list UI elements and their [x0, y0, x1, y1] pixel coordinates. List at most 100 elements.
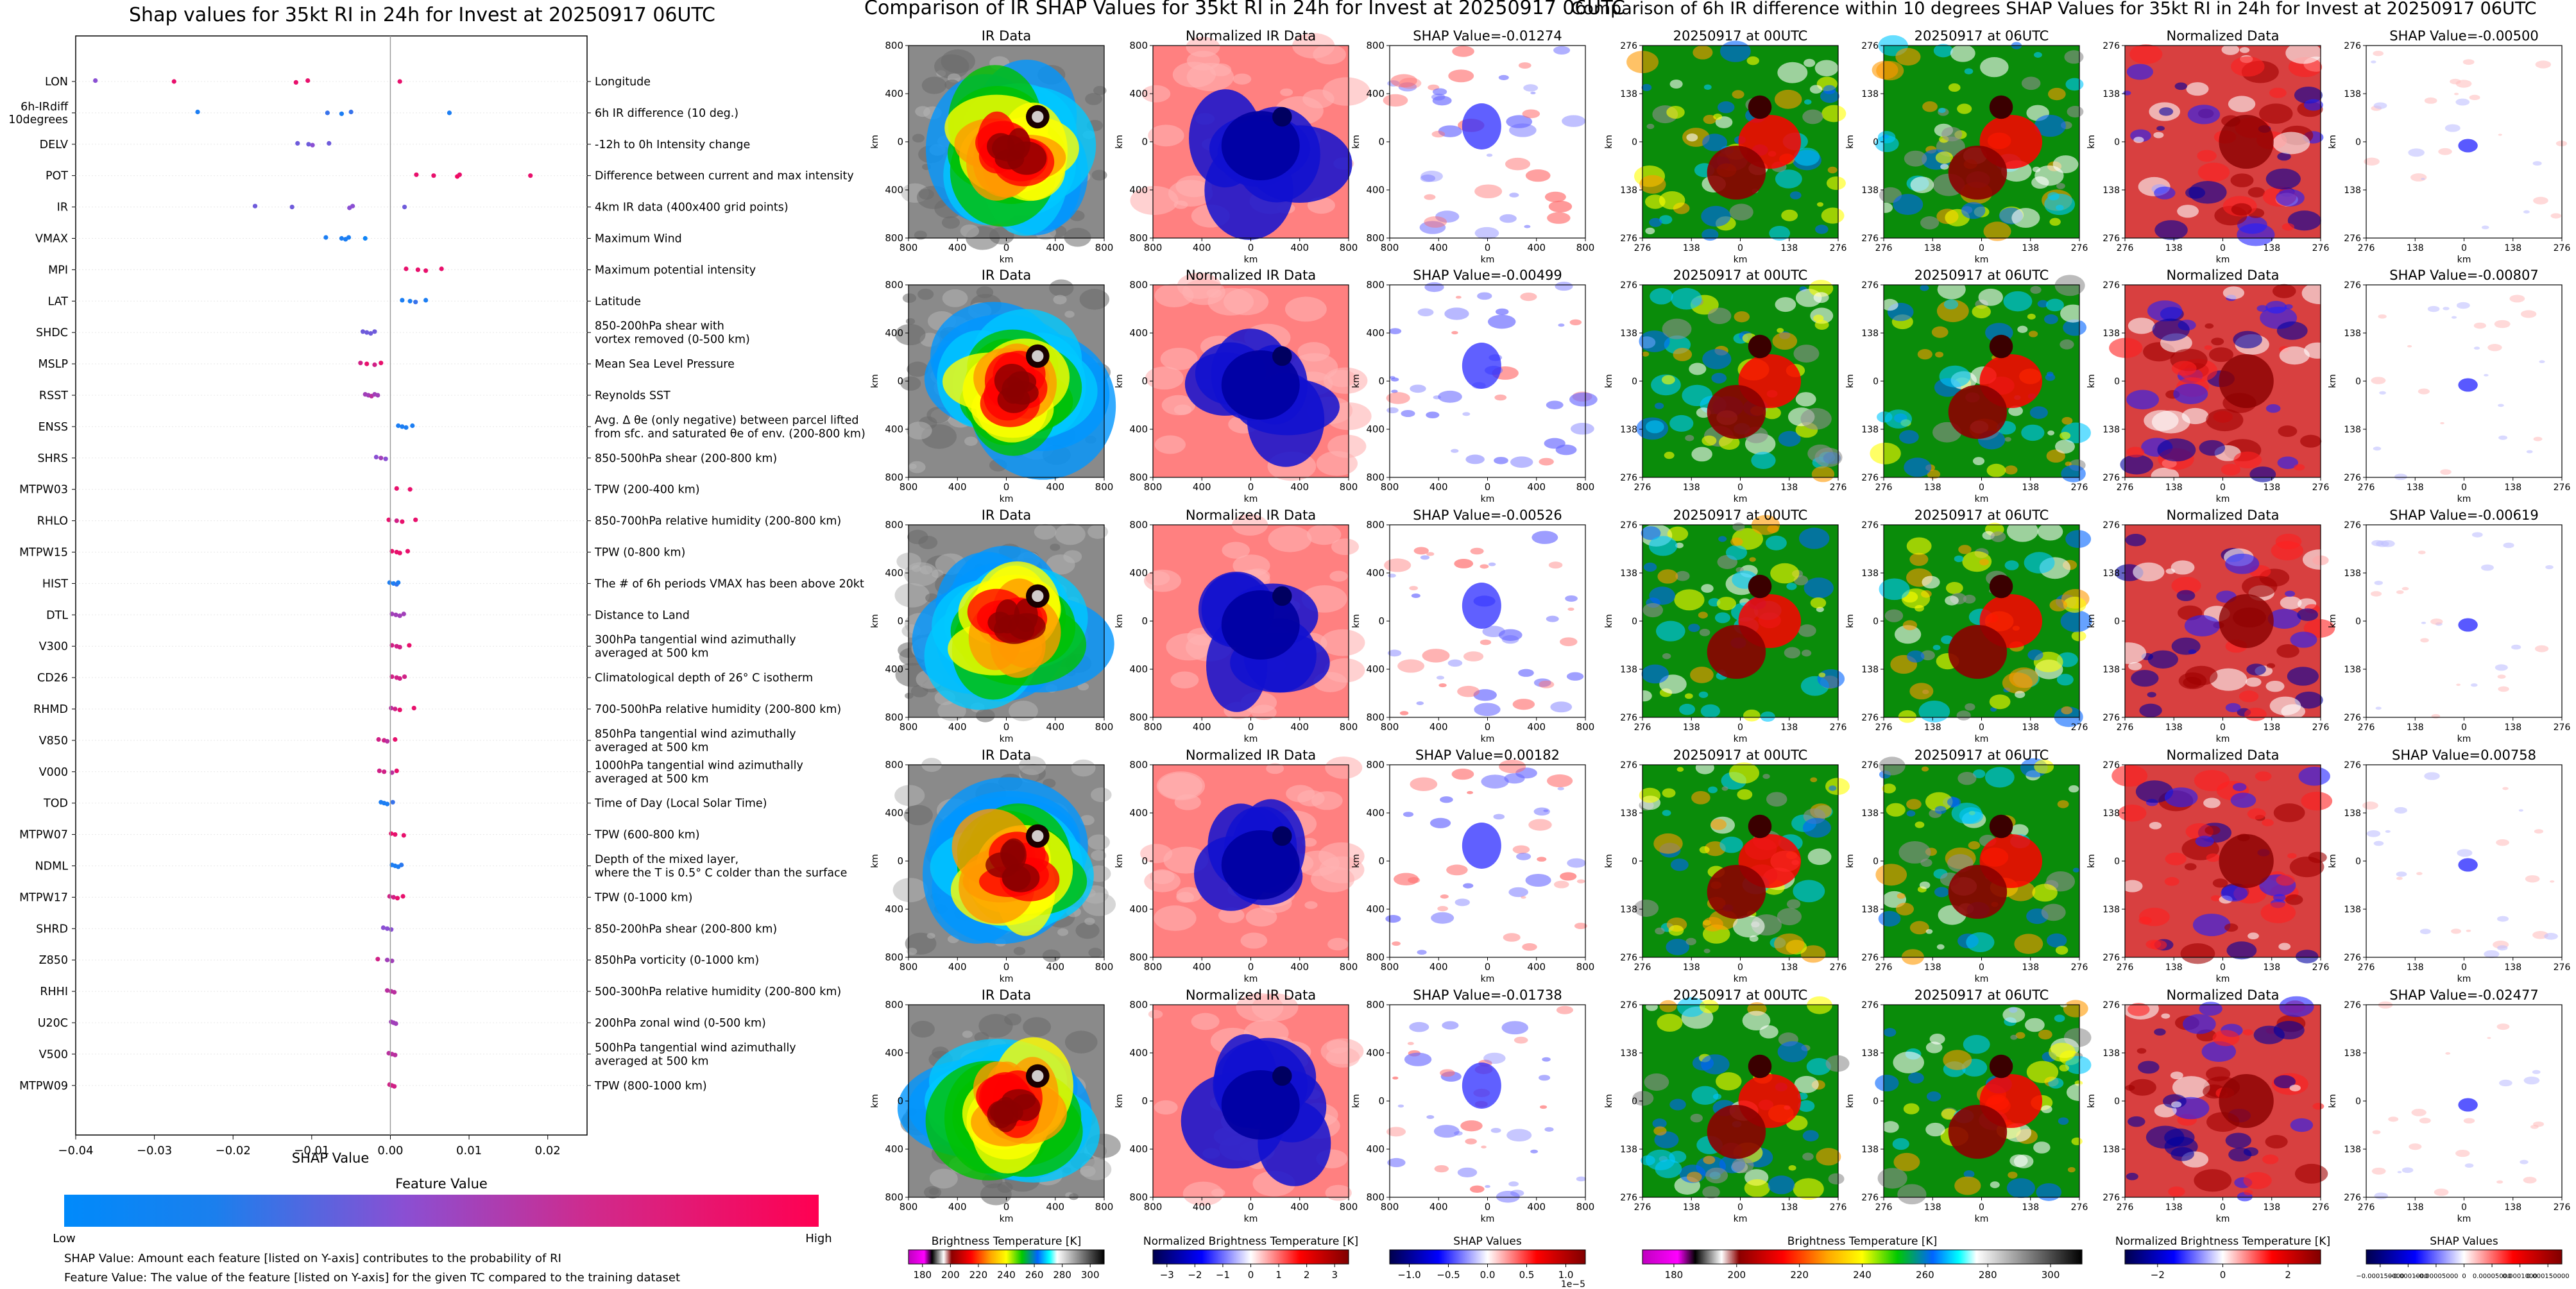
y-tick-label: 138: [2344, 1048, 2361, 1059]
y-tick-label: 0: [1141, 615, 1148, 627]
ir2-texture: [1632, 1091, 1654, 1106]
shap-blob: [1420, 555, 1430, 560]
x-tick-label: 138: [2263, 243, 2280, 253]
x-axis-label: km: [1000, 255, 1014, 265]
shap-point: [402, 205, 407, 210]
ir2-texture: [2054, 706, 2083, 728]
y-tick-label: 0: [1141, 1095, 1148, 1107]
shap-point: [413, 300, 418, 305]
x-tick-label: 276: [2312, 482, 2330, 493]
ir2-texture: [2030, 286, 2042, 294]
norm-texture: [1307, 197, 1335, 214]
y-tick-label: 276: [1861, 280, 1879, 291]
norm2-texture: [2171, 1101, 2182, 1108]
shap-point: [423, 268, 429, 273]
norm2-texture: [2244, 1190, 2253, 1195]
x-tick-label: 0: [2220, 243, 2226, 253]
y-axis-label: km: [1114, 374, 1125, 388]
x-tick-label: 138: [2022, 962, 2039, 973]
shap-blob: [1426, 411, 1440, 418]
norm2-texture: [2183, 1014, 2216, 1034]
ir2-texture: [1788, 1165, 1796, 1171]
ir2-texture: [1829, 785, 1837, 791]
ir2-texture: [1941, 635, 1954, 644]
ir2-texture: [1657, 1013, 1683, 1032]
norm2-texture: [2248, 932, 2259, 940]
feature-description: TPW (200-400 km): [594, 484, 700, 497]
ir2-texture: [1802, 817, 1831, 838]
ir2-texture: [1688, 624, 1700, 632]
norm-texture: [1168, 180, 1213, 207]
ir2-texture: [1983, 221, 2011, 241]
shap-blob: [1533, 807, 1550, 816]
norm2-texture: [2243, 1172, 2272, 1190]
shap-blob: [1550, 701, 1573, 713]
ir-diff-shap-grid: Comparison of 6h IR difference within 10…: [1571, 0, 2570, 1281]
x-tick-label: 276: [2117, 482, 2134, 493]
x-tick-label: 400: [1046, 721, 1064, 733]
ir2-texture: [1669, 79, 1683, 89]
y-tick-label: 0: [2114, 1097, 2120, 1107]
x-axis-label: km: [1734, 255, 1748, 265]
shap-blob: [1576, 1176, 1587, 1182]
shap-point: [306, 142, 311, 147]
x-tick-label: 800: [1095, 1201, 1114, 1213]
norm2-texture: [2239, 47, 2250, 53]
y-tick-label: 800: [1129, 40, 1148, 51]
ir2-texture: [2049, 218, 2061, 226]
shap-blob: [1429, 817, 1451, 828]
shap-point: [401, 611, 406, 617]
norm2-texture: [2210, 668, 2248, 691]
norm2-texture: [2259, 103, 2293, 124]
norm2-texture: [2192, 913, 2231, 937]
y-axis-label: km: [870, 1094, 880, 1108]
shap-blob: [1431, 912, 1454, 924]
ir2-texture: [1659, 215, 1673, 225]
ir2-texture: [2061, 706, 2073, 715]
x-tick-label: 138: [2504, 962, 2521, 973]
norm2-texture: [2221, 463, 2241, 476]
ir2-texture: [1654, 1131, 1679, 1148]
norm2-texture: [2126, 389, 2160, 410]
shap-point: [413, 517, 418, 522]
y-tick-label: 138: [2344, 808, 2361, 819]
x-tick-label: 0: [1485, 481, 1491, 493]
x-tick-label: 276: [2071, 722, 2088, 733]
x-axis-label: km: [1975, 974, 1989, 984]
shap2-blob: [2464, 1163, 2474, 1168]
y-tick-label: 800: [1129, 999, 1148, 1011]
x-tick-label: 400: [1290, 1201, 1309, 1213]
y-tick-label: 276: [2103, 1193, 2120, 1203]
ir2-texture: [1978, 288, 2003, 306]
shap2-blob: [2550, 880, 2555, 883]
x-axis-label: km: [2457, 1214, 2471, 1224]
shap-blob: [1460, 1120, 1483, 1132]
colorbar-tick-label: −1: [1216, 1269, 1230, 1281]
y-tick-label: 800: [1129, 519, 1148, 531]
y-tick-label: 800: [885, 232, 903, 244]
norm-texture: [1306, 524, 1342, 545]
shap-blob: [1548, 561, 1563, 569]
ir2-core: [1748, 1054, 1772, 1079]
ir2-texture: [1904, 457, 1932, 477]
feature-description: TPW (0-800 km): [594, 547, 685, 559]
x-tick-label: 400: [948, 721, 967, 733]
x-tick-label: 0: [2220, 722, 2226, 733]
norm2-texture: [2210, 895, 2221, 901]
ir-texture: [912, 133, 925, 143]
panel-title: 20250917 at 06UTC: [1915, 508, 2049, 523]
ir2-texture: [1670, 858, 1689, 871]
ir2-texture: [2072, 867, 2080, 873]
y-tick-label: 0: [1873, 1097, 1879, 1107]
shap2-blob: [2394, 807, 2407, 814]
shap-blob: [1508, 1181, 1519, 1187]
cloud-region: [1002, 1089, 1036, 1111]
y-tick-label: 0: [2114, 857, 2120, 867]
y-tick-label: 800: [1366, 232, 1385, 244]
ir2-texture: [1795, 392, 1816, 407]
shap2-blob: [2419, 1118, 2431, 1124]
shap-point: [327, 141, 332, 146]
ir2-texture: [1943, 1050, 1972, 1070]
x-axis-label: km: [1734, 974, 1748, 984]
